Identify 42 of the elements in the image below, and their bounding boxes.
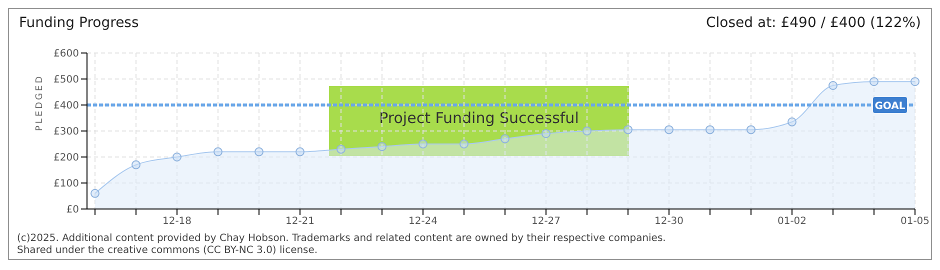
y-tick-label: £100 (54, 178, 79, 190)
x-tick-label: 01-02 (777, 216, 807, 228)
point (788, 117, 796, 126)
y-tick-label: £300 (54, 126, 79, 138)
y-axis-title: PLEDGED (35, 74, 46, 131)
point (624, 125, 632, 134)
chart-title: Funding Progress (19, 15, 139, 33)
point (664, 125, 674, 134)
y-tick-label: £500 (54, 74, 79, 86)
x-tick-label: 01-05 (900, 216, 930, 228)
point (378, 142, 386, 152)
text: Shared under the creative commons (CC BY-NC 3.0) license. (17, 245, 319, 257)
text: (c)2025. Additional content provided by Chay Hobson. Trademarks and related content are owned by their respective companies. (17, 233, 667, 245)
x-tick-label: 12-30 (654, 216, 684, 228)
point (90, 188, 100, 198)
point (214, 147, 222, 156)
point (542, 129, 550, 138)
status-banner: Project Funding Successful (329, 86, 629, 156)
x-tick-label: 12-24 (408, 216, 438, 228)
y-tick-label: £400 (54, 100, 79, 112)
point (132, 160, 140, 170)
point (172, 152, 182, 162)
y-tick-label: £200 (54, 152, 79, 164)
point (460, 140, 468, 148)
point (500, 134, 510, 144)
point (746, 125, 756, 134)
point (870, 77, 878, 86)
chart-subtitle: Closed at: £490 / £400 (122%) (706, 15, 921, 33)
x-tick-label: 12-18 (162, 216, 192, 228)
point (336, 144, 346, 154)
y-tick-label: £600 (54, 48, 79, 60)
point (828, 81, 838, 90)
ref-line-label: GOAL (874, 101, 906, 112)
y-tick-label: £0 (66, 204, 79, 216)
point (910, 77, 920, 86)
x-tick-label: 12-21 (285, 216, 315, 228)
point (254, 147, 264, 156)
x-tick-label: 12-27 (531, 216, 561, 228)
point (418, 140, 428, 148)
point (296, 147, 304, 156)
point (582, 126, 592, 136)
point (706, 125, 714, 134)
